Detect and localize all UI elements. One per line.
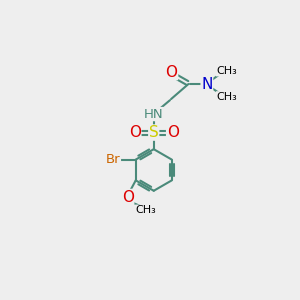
Text: Br: Br [106, 153, 120, 166]
Text: S: S [149, 125, 159, 140]
Text: O: O [167, 125, 179, 140]
Text: O: O [166, 64, 178, 80]
Text: O: O [129, 125, 141, 140]
Text: N: N [201, 76, 213, 92]
Text: CH₃: CH₃ [216, 66, 237, 76]
Text: CH₃: CH₃ [135, 205, 156, 215]
Text: O: O [122, 190, 134, 205]
Text: CH₃: CH₃ [216, 92, 237, 102]
Text: HN: HN [144, 108, 164, 121]
